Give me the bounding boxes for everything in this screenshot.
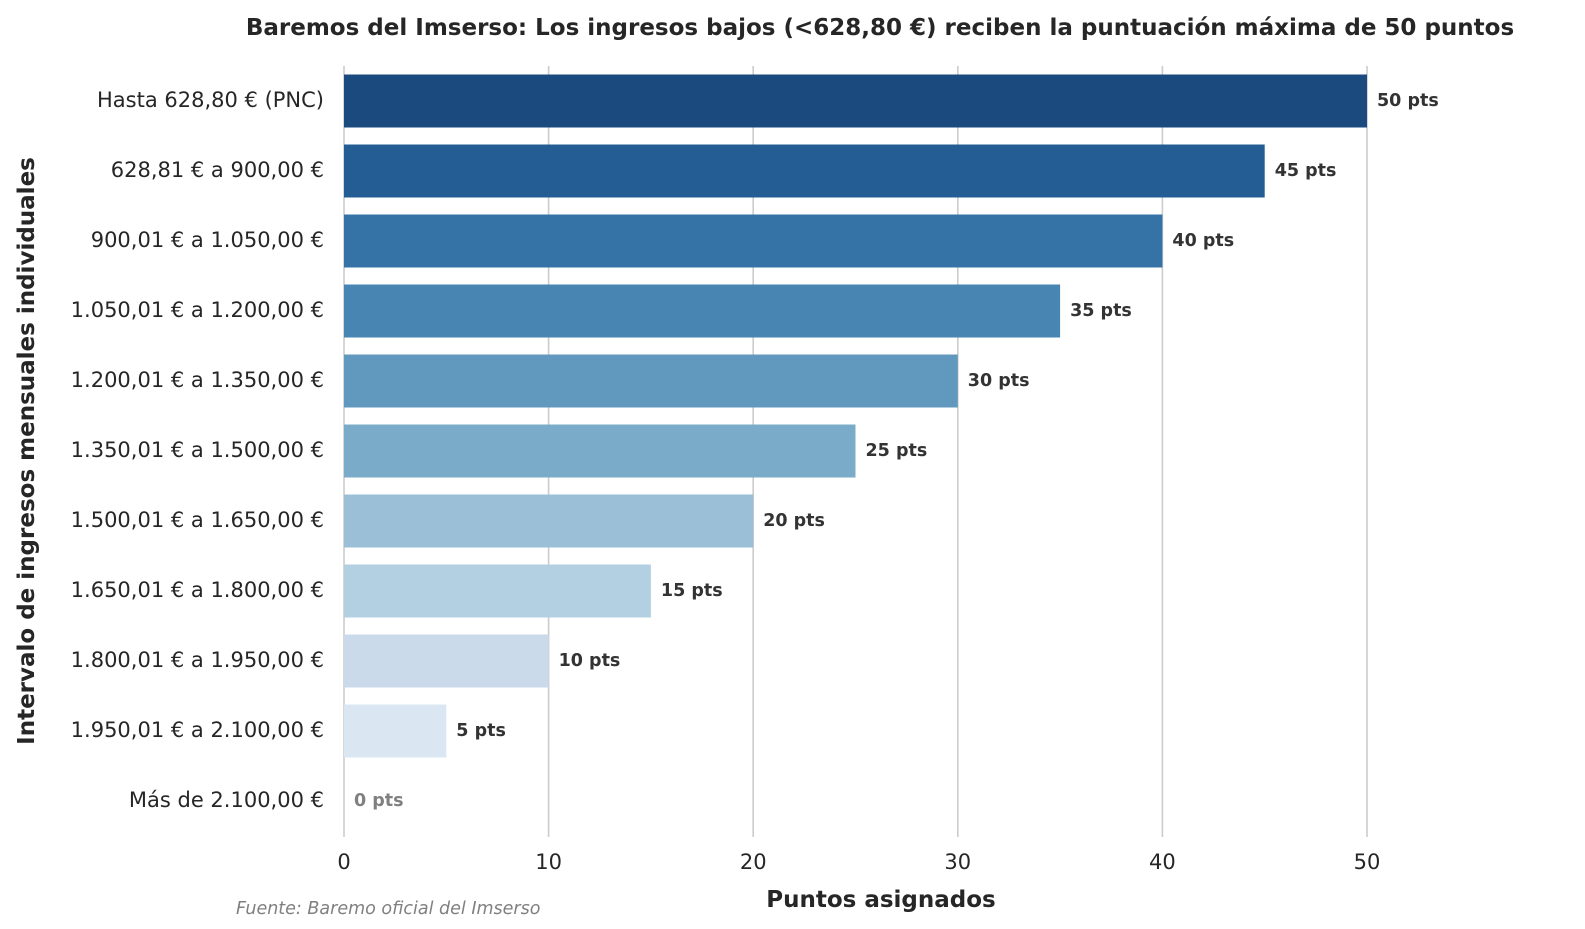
bar-value-label: 5 pts (456, 721, 506, 741)
x-tick-label: 10 (535, 850, 562, 874)
y-axis-label: Intervalo de ingresos mensuales individu… (14, 157, 40, 745)
bar-value-label: 20 pts (763, 511, 825, 531)
bar (344, 74, 1367, 128)
bar-value-label: 45 pts (1275, 161, 1337, 181)
x-tick-label: 50 (1354, 850, 1381, 874)
y-tick-label: Hasta 628,80 € (PNC) (97, 88, 324, 112)
y-tick-label: 1.350,01 € a 1.500,00 € (71, 438, 324, 462)
bar (344, 214, 1163, 268)
bar (344, 354, 958, 408)
bar (344, 424, 856, 478)
bar (344, 634, 549, 688)
y-tick-label: 1.200,01 € a 1.350,00 € (71, 368, 324, 392)
bar (344, 704, 447, 758)
bar-value-label: 25 pts (866, 441, 928, 461)
chart-title: Baremos del Imserso: Los ingresos bajos … (246, 15, 1514, 41)
y-tick-label: 1.500,01 € a 1.650,00 € (71, 508, 324, 532)
bar-value-label: 50 pts (1377, 91, 1439, 111)
x-tick-label: 0 (337, 850, 350, 874)
y-tick-label: 1.800,01 € a 1.950,00 € (71, 648, 324, 672)
y-tick-label: 1.650,01 € a 1.800,00 € (71, 578, 324, 602)
bar-value-label: 10 pts (559, 651, 621, 671)
y-tick-label: Más de 2.100,00 € (129, 788, 324, 812)
y-tick-labels: Hasta 628,80 € (PNC) 628,81 € a 900,00 € 9… (71, 88, 324, 812)
bar-value-label: 0 pts (354, 791, 404, 811)
bar (344, 564, 651, 618)
x-tick-label: 40 (1149, 850, 1176, 874)
y-tick-label: 1.950,01 € a 2.100,00 € (71, 718, 324, 742)
y-tick-label: 628,81 € a 900,00 € (111, 158, 324, 182)
y-tick-label: 900,01 € a 1.050,00 € (91, 228, 324, 252)
y-tick-label: 1.050,01 € a 1.200,00 € (71, 298, 324, 322)
x-tick-label: 20 (740, 850, 767, 874)
x-axis-label: Puntos asignados (766, 887, 996, 913)
x-tick-label: 30 (944, 850, 971, 874)
bar (344, 494, 754, 548)
bar-value-label: 30 pts (968, 371, 1030, 391)
x-tick-labels: 0 10 20 30 40 50 (337, 850, 1380, 874)
bar-value-label: 35 pts (1070, 301, 1132, 321)
bar-value-label: 40 pts (1172, 231, 1234, 251)
bar (344, 144, 1265, 198)
data-labels: 50 pts 45 pts 40 pts 35 pts 30 pts 25 pts 20 p… (354, 91, 1439, 811)
bar-value-label: 15 pts (661, 581, 723, 601)
bars (344, 74, 1367, 758)
bar (344, 284, 1061, 338)
source-note: Fuente: Baremo oficial del Imserso (236, 899, 540, 919)
